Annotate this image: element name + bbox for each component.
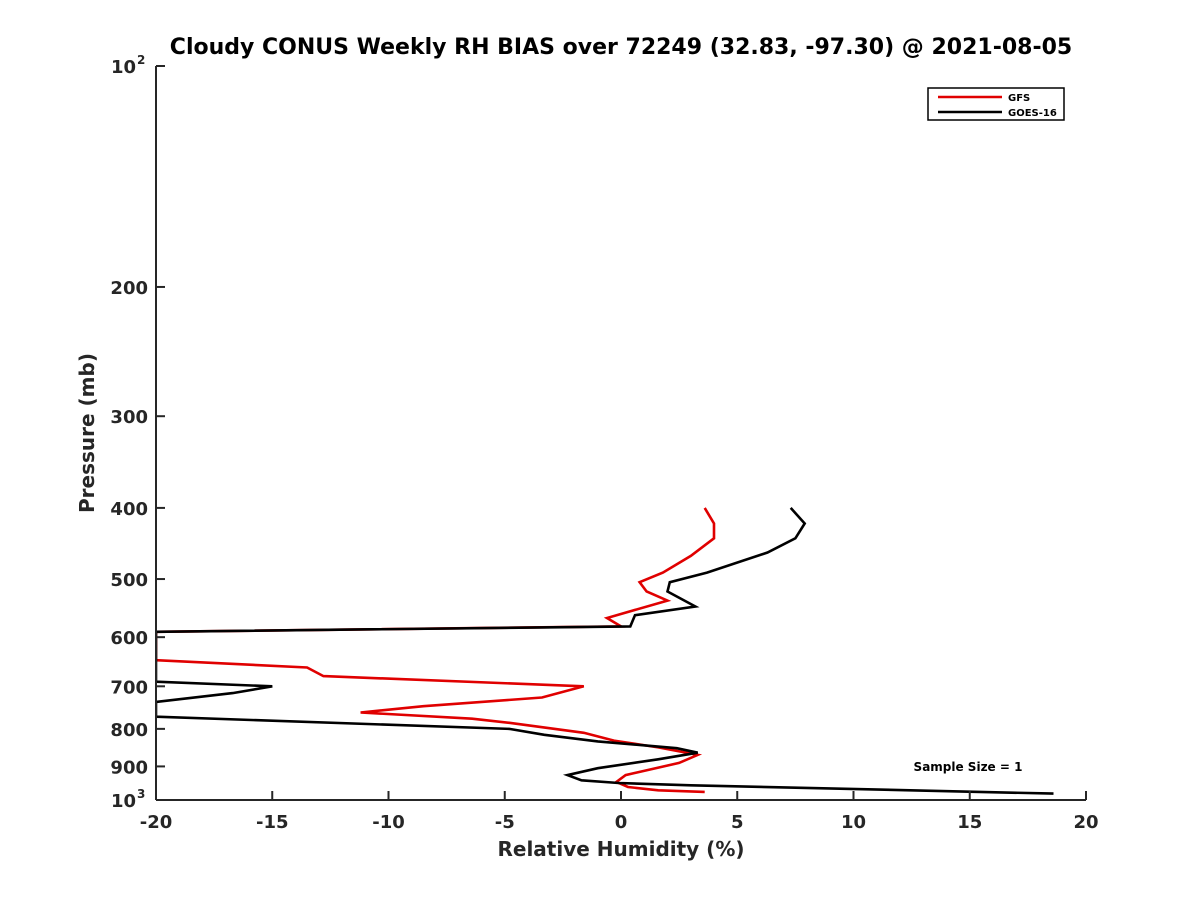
x-tick-label: 15 bbox=[957, 812, 982, 833]
y-tick-label: 300 bbox=[110, 407, 148, 428]
series-line-gfs bbox=[156, 507, 716, 794]
x-tick-label: 10 bbox=[841, 812, 866, 833]
x-tick-label: -5 bbox=[495, 812, 515, 833]
y-tick-label: 500 bbox=[110, 570, 148, 591]
legend-label: GOES-16 bbox=[1008, 108, 1057, 119]
x-tick-label: -10 bbox=[372, 812, 405, 833]
y-tick-exponent: 3 bbox=[137, 787, 145, 801]
x-tick-label: -15 bbox=[256, 812, 289, 833]
x-tick-label: -20 bbox=[140, 812, 173, 833]
series-line-goes-16 bbox=[156, 507, 1054, 795]
x-tick-label: 5 bbox=[731, 812, 744, 833]
y-tick-label: 10 bbox=[111, 57, 136, 78]
legend-label: GFS bbox=[1008, 93, 1030, 104]
y-tick-exponent: 2 bbox=[137, 53, 145, 67]
y-tick-label: 600 bbox=[110, 628, 148, 649]
y-tick-label: 400 bbox=[110, 499, 148, 520]
x-axis-label: Relative Humidity (%) bbox=[497, 837, 744, 861]
legend-box bbox=[927, 87, 1065, 121]
y-tick-label: 10 bbox=[111, 791, 136, 812]
sample-size-annotation: Sample Size = 1 bbox=[914, 760, 1023, 774]
y-axis-label: Pressure (mb) bbox=[75, 353, 99, 513]
y-tick-label: 200 bbox=[110, 278, 148, 299]
y-tick-label: 700 bbox=[110, 677, 148, 698]
chart-title: Cloudy CONUS Weekly RH BIAS over 72249 (… bbox=[170, 35, 1072, 60]
legend: GFS GOES-16 bbox=[927, 87, 1065, 121]
x-tick-label: 0 bbox=[615, 812, 628, 833]
x-tick-label: 20 bbox=[1073, 812, 1098, 833]
series-layer bbox=[156, 507, 1054, 795]
y-tick-label: 800 bbox=[110, 720, 148, 741]
y-tick-label: 900 bbox=[110, 757, 148, 778]
